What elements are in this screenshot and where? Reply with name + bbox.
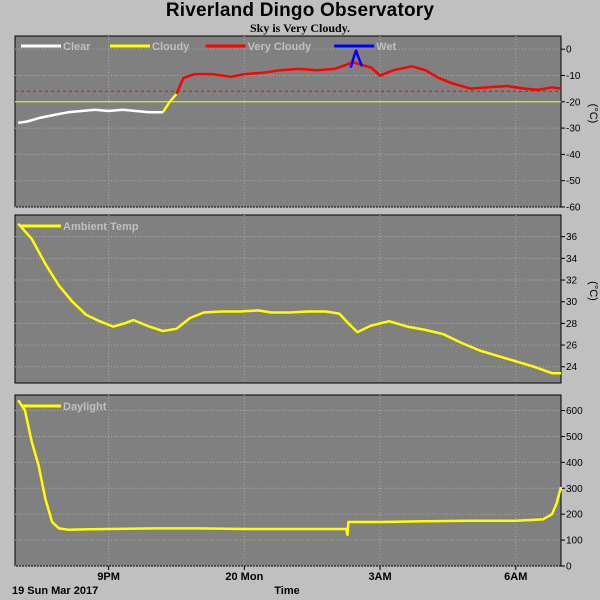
- y-tick-label: 26: [566, 341, 578, 352]
- y-tick-label: -60: [566, 203, 581, 214]
- y-tick-label: 30: [566, 297, 578, 308]
- y-tick-label: -50: [566, 176, 581, 187]
- x-tick-label: 3AM: [368, 571, 391, 583]
- y-tick-label: -20: [566, 97, 581, 108]
- plot-background: [14, 214, 562, 384]
- series-line-ambient-temp: [17, 222, 561, 375]
- y-tick-label: 0: [566, 45, 572, 56]
- plot-background: [14, 35, 562, 208]
- x-axis: 9PM 20 Mon 3AM 6AM: [97, 566, 527, 583]
- y-tick-label: 400: [566, 458, 583, 469]
- y-tick-label: -30: [566, 124, 581, 135]
- series-line-daylight: [17, 399, 563, 537]
- series-line-cloudy: [161, 93, 178, 113]
- y-tick-label: 28: [566, 319, 578, 330]
- legend-label: Ambient Temp: [63, 221, 139, 233]
- x-tick-label: 20 Mon: [225, 571, 263, 583]
- page-title: Riverland Dingo Observatory: [165, 0, 435, 21]
- sky-status-subtitle: Sky is Very Cloudy.: [249, 21, 351, 35]
- y-tick-label: -10: [566, 71, 581, 82]
- date-label: 19 Sun Mar 2017: [12, 585, 98, 597]
- x-axis-title: Time: [274, 585, 299, 597]
- y-tick-label: 500: [566, 432, 583, 443]
- legend-label: Clear: [63, 41, 91, 53]
- x-tick-label: 6AM: [504, 571, 527, 583]
- daylight-chart-panel: 0 100 200 300 400 500 600 Daylight: [14, 394, 583, 573]
- legend-label: Cloudy: [152, 41, 190, 53]
- y-tick-label: 600: [566, 406, 583, 417]
- series-line-clear: [18, 108, 163, 125]
- y-tick-label: 300: [566, 484, 583, 495]
- y-tick-label: 34: [566, 254, 578, 265]
- y-tick-label: -40: [566, 150, 581, 161]
- legend-label: Very Cloudy: [248, 41, 312, 53]
- y-tick-label: 200: [566, 510, 583, 521]
- legend-label: Daylight: [63, 401, 107, 413]
- series-line-wet: [349, 49, 364, 68]
- plot-background: [14, 394, 562, 567]
- y-tick-label: 100: [566, 536, 583, 547]
- sky-chart-panel: 0 -10 -20 -30 -40 -50 -60 Clear Cloudy Very Cloud…: [14, 35, 599, 214]
- y-tick-label: 36: [566, 232, 578, 243]
- y-axis-unit: (°C): [587, 281, 599, 301]
- ambient-chart-panel: 24 26 28 30 32 34 36 Ambient Temp (°C): [14, 214, 599, 384]
- legend-label: Wet: [376, 41, 396, 53]
- y-tick-label: 32: [566, 276, 578, 287]
- y-axis-unit: (°C): [587, 104, 599, 124]
- series-line-very-cloudy: [175, 61, 562, 95]
- x-tick-label: 9PM: [97, 571, 120, 583]
- y-tick-label: 0: [566, 562, 572, 573]
- y-tick-label: 24: [566, 362, 578, 373]
